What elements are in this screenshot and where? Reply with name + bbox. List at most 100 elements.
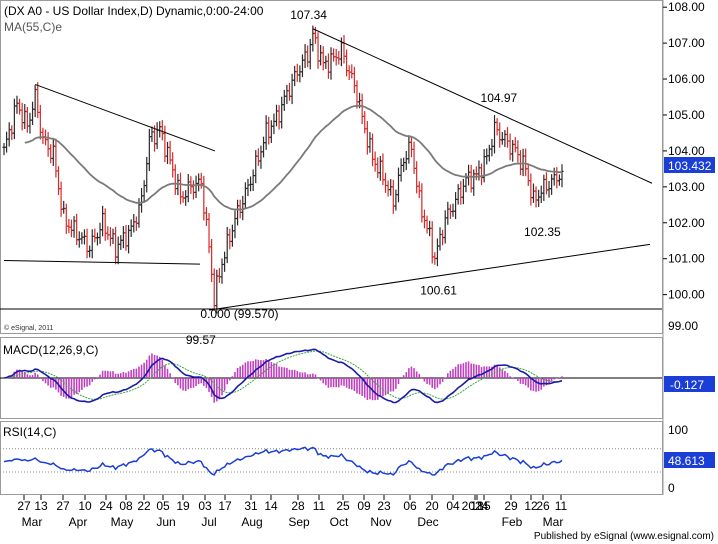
x-axis-day-label: 09 xyxy=(357,499,371,513)
price-bar xyxy=(344,49,349,77)
price-bar xyxy=(168,140,172,165)
price-bar xyxy=(524,148,528,177)
price-bar xyxy=(132,214,136,233)
price-bar xyxy=(352,66,356,94)
price-bar xyxy=(282,89,286,111)
price-bar xyxy=(386,180,390,197)
price-bar xyxy=(537,189,541,207)
price-bar xyxy=(290,73,294,105)
price-bar xyxy=(391,179,395,214)
price-bar xyxy=(453,192,458,220)
x-axis-day-label: 17 xyxy=(218,499,232,513)
x-axis-month-label: Nov xyxy=(370,515,391,529)
price-bar xyxy=(370,133,375,167)
price-bar xyxy=(521,148,525,177)
price-bar xyxy=(293,65,297,87)
price-bar xyxy=(552,167,556,186)
price-bar xyxy=(466,164,471,186)
price-bar xyxy=(72,216,76,238)
price-bar xyxy=(194,175,198,199)
price-bar xyxy=(415,161,419,194)
price-bar xyxy=(287,82,292,101)
price-bar xyxy=(90,229,94,259)
price-bar xyxy=(550,174,554,195)
price-bar xyxy=(443,210,447,244)
price-bar xyxy=(422,209,427,229)
price-bar xyxy=(360,93,364,125)
price-bar xyxy=(41,127,45,144)
macd-signal-line xyxy=(3,350,563,400)
price-bar xyxy=(495,118,499,136)
price-bar xyxy=(477,160,481,181)
macd-plot-layer xyxy=(0,348,662,404)
price-bar xyxy=(12,98,16,140)
price-bar xyxy=(319,44,323,66)
macd-last-value: -0.127 xyxy=(670,378,704,392)
rsi-tick-100: 100 xyxy=(668,423,688,437)
price-bar xyxy=(230,224,234,247)
price-bar xyxy=(186,174,190,203)
price-bar xyxy=(306,45,310,68)
x-axis-month-label: Aug xyxy=(241,515,262,529)
price-bar xyxy=(560,164,564,188)
price-bar xyxy=(220,258,224,284)
price-bar xyxy=(261,136,266,158)
price-bar xyxy=(20,102,24,131)
price-bar xyxy=(337,50,341,65)
price-bar xyxy=(459,181,463,205)
price-bar xyxy=(142,180,146,202)
price-bar xyxy=(264,115,268,150)
main-last-value-box xyxy=(664,157,715,173)
price-bar xyxy=(108,227,113,247)
price-bar xyxy=(461,178,465,205)
x-axis-month-label: Jul xyxy=(201,515,216,529)
price-bar xyxy=(516,140,520,163)
y-axis-tick-label: 105.00 xyxy=(668,108,705,122)
axis-layer: 100.00 101.00 102.00 103.00 104.00 105.00 106.… xyxy=(17,0,705,529)
x-axis-day-label: 26 xyxy=(536,499,550,513)
main-last-value: 103.432 xyxy=(668,159,712,173)
price-bar xyxy=(456,184,460,205)
chart-title: (DX A0 - US Dollar Index,D) Dynamic,0:00… xyxy=(4,4,264,18)
price-bar xyxy=(425,215,429,234)
x-axis-day-label: 15 xyxy=(477,499,491,513)
price-bar xyxy=(557,174,562,186)
price-bar xyxy=(298,65,302,83)
x-axis-month-label: Sep xyxy=(288,515,310,529)
price-bar xyxy=(114,226,118,265)
price-bar xyxy=(223,251,227,272)
ma-label: MA(55,C)e xyxy=(4,20,62,34)
price-bar xyxy=(409,137,414,158)
footer-credit: Published by eSignal (www.esignal.com) xyxy=(534,531,714,542)
x-axis-day-label: 05 xyxy=(156,499,170,513)
price-bar xyxy=(544,172,549,195)
x-axis-month-label: May xyxy=(111,515,134,529)
price-bar xyxy=(446,201,450,225)
price-bar xyxy=(555,167,559,189)
moving-average-line xyxy=(24,104,562,211)
y-axis-tick-label: 104.00 xyxy=(668,144,705,158)
price-bar xyxy=(191,180,196,200)
price-bar xyxy=(321,46,325,71)
price-bar xyxy=(500,132,504,145)
price-bar xyxy=(280,96,284,129)
price-annotation: 107.34 xyxy=(290,8,327,22)
price-bar xyxy=(197,173,201,192)
price-bar xyxy=(404,151,408,171)
price-bar xyxy=(160,120,164,141)
price-bar xyxy=(378,156,382,181)
price-bar xyxy=(119,235,123,250)
resistance-trendline-2 xyxy=(312,28,653,184)
price-bar xyxy=(139,188,144,213)
x-axis-day-label: 22 xyxy=(137,499,151,513)
price-bar xyxy=(51,138,55,167)
price-bar xyxy=(4,131,9,153)
price-bar xyxy=(145,156,149,193)
price-bar xyxy=(368,131,372,153)
price-bar xyxy=(402,157,406,173)
support-horizontal-line xyxy=(3,259,201,265)
x-axis-day-label: 13 xyxy=(34,499,48,513)
copyright-label: © eSignal, 2011 xyxy=(4,324,54,332)
price-bar xyxy=(324,55,328,69)
y-axis-tick-label: 101.00 xyxy=(668,252,705,266)
